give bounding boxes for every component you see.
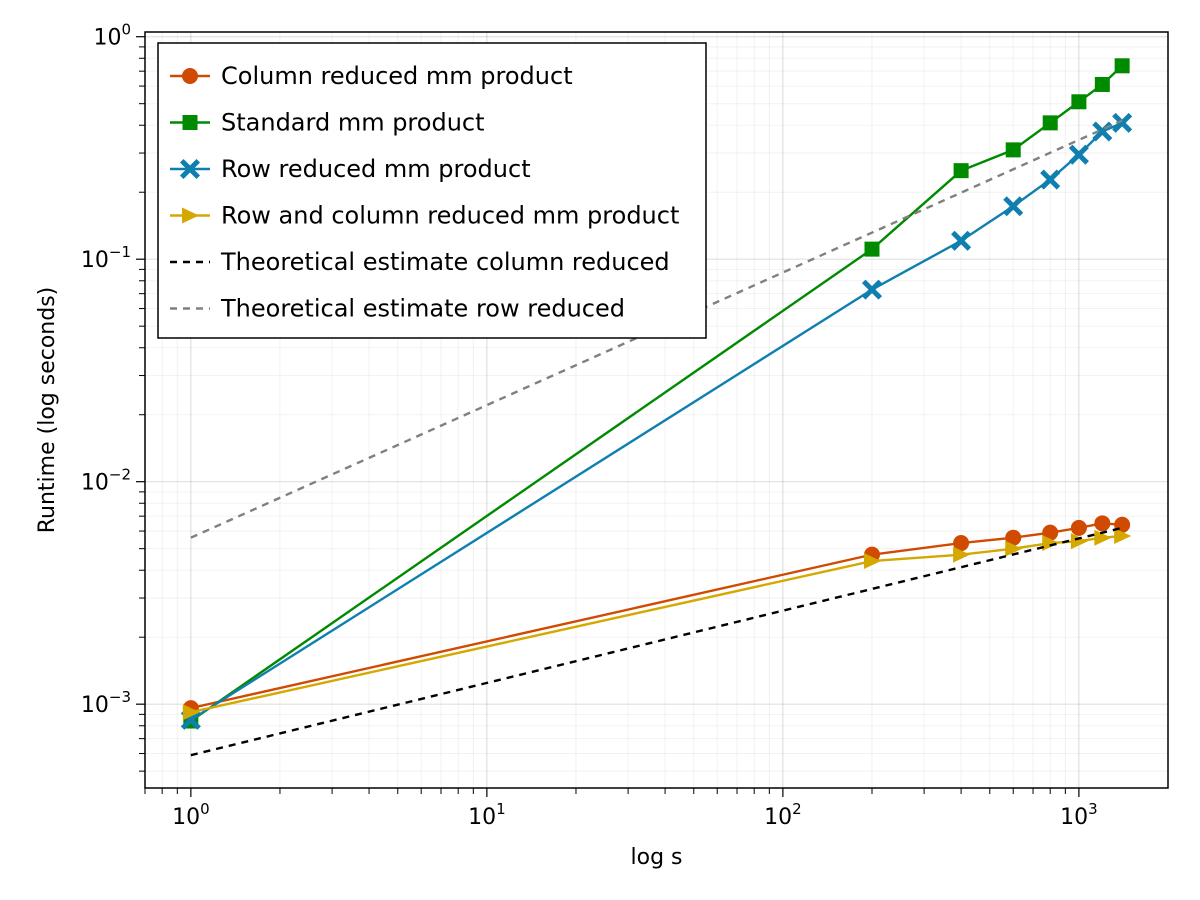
y-tick-label: 10−2 [81,466,131,496]
series-2 [183,58,1130,729]
series-3-point [951,230,972,251]
y-tick-label-exponent: −2 [109,466,131,484]
legend-item-4: Row and column reduced mm product [170,202,679,230]
x-tick-label-exponent: 0 [200,800,210,818]
legend-item-6: Theoretical estimate row reduced [170,295,625,323]
series-3-point [861,279,883,300]
series-3-point [1003,196,1024,217]
series-2-point [953,163,969,179]
x-tick-label-base: 10 [468,805,496,830]
legend-marker [182,115,198,130]
legend-label: Theoretical estimate column reduced [220,248,670,276]
x-marker-stroke [180,709,201,730]
series-2-point [1005,142,1021,158]
legend-item-1: Column reduced mm product [170,62,573,90]
series-1 [182,515,1131,717]
legend-marker [179,158,201,180]
y-tick-label: 10−1 [81,243,131,273]
y-tick-label-exponent: 0 [121,21,131,39]
legend-label: Standard mm product [221,109,485,137]
series-3 [180,112,1133,730]
x-tick-label-exponent: 1 [496,800,506,818]
series-1-point [1005,529,1022,546]
x-marker-stroke [1068,144,1089,165]
y-tick-label: 10−3 [81,688,131,718]
x-tick-label-base: 10 [172,805,200,830]
y-tick-label-exponent: −1 [109,243,131,261]
series-3-point [1068,144,1089,165]
y-tick-label-exponent: −3 [109,688,131,706]
series-4-point [863,553,881,570]
series-5-line [190,526,1123,757]
series-2-point [1114,58,1130,74]
series-3-point [1112,112,1133,133]
x-tick-label-exponent: 2 [792,800,802,818]
series-4-point [1005,540,1023,557]
series-2-point [1042,115,1058,131]
series-1-point [1094,515,1111,532]
x-marker-stroke [179,158,201,180]
series-1-point [953,535,970,552]
series-4 [182,528,1132,721]
legend-item-3: Row reduced mm product [170,155,531,183]
series-3-point [1040,169,1061,190]
legend-label: Row reduced mm product [221,155,531,183]
x-tick-label: 101 [468,800,506,830]
x-tick-label: 100 [172,800,210,830]
series-4-point [953,546,971,563]
x-tick-label-base: 10 [764,805,792,830]
legend-label: Column reduced mm product [221,62,573,90]
series-2-point [1094,76,1110,92]
series-2-point [1071,94,1087,110]
legend-marker [182,68,198,84]
series-4-point [1042,535,1060,552]
legend-label: Theoretical estimate row reduced [220,295,625,323]
y-tick-label: 100 [93,21,131,51]
legend: Column reduced mm product Standard mm pro… [157,42,707,339]
y-tick-label-base: 10 [81,471,109,496]
x-marker-stroke [1112,112,1133,133]
legend-label: Row and column reduced mm product [221,202,679,230]
y-tick-label-base: 10 [81,248,109,273]
legend-box [157,42,707,339]
series-4-point [1114,528,1132,545]
series-4-point [1094,529,1112,546]
x-tick-label-base: 10 [1060,805,1088,830]
x-tick-label-exponent: 3 [1088,800,1098,818]
x-marker-stroke [861,279,883,300]
series-1-point [1042,524,1059,541]
series-layer [180,58,1133,757]
series-2-point [864,241,880,257]
y-tick-label-base: 10 [93,26,121,51]
x-marker-stroke [1040,169,1061,190]
series-1-point [1070,519,1087,536]
x-tick-label: 102 [764,800,802,830]
x-marker-stroke [951,230,972,251]
legend-item-5: Theoretical estimate column reduced [170,248,670,276]
plot-frame [144,31,1169,789]
series-4-point [1070,533,1088,550]
x-tick-label: 103 [1060,800,1098,830]
series-5 [190,526,1123,757]
x-axis-title: log s [631,845,683,870]
y-tick-label-base: 10 [81,693,109,718]
series-4-point [182,704,200,721]
legend-item-2: Standard mm product [170,109,485,137]
legend-marker [182,207,199,224]
y-axis-title: Runtime (log seconds) [35,287,60,534]
x-marker-stroke [1003,196,1024,217]
